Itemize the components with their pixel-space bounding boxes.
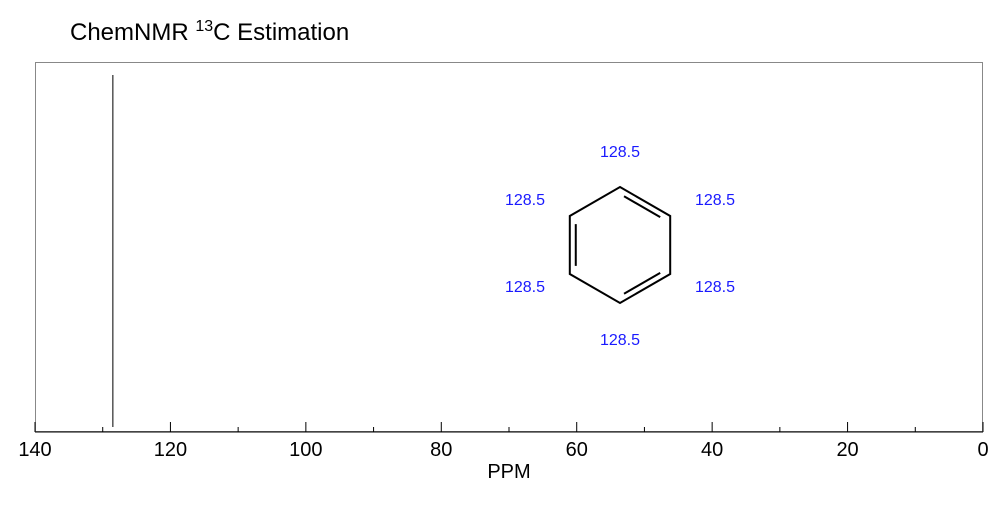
tick-label: 100 [289,439,322,461]
benzene-ring [570,187,670,303]
tick-label: 80 [430,439,452,461]
shift-label: 128.5 [695,192,735,209]
shift-label: 128.5 [600,144,640,161]
x-axis-label: PPM [487,461,530,483]
shift-label: 128.5 [505,192,545,209]
chart-svg: 0 20 40 60 80 100 120 140 PPM 128.5 128.5 128.5 128.… [0,0,1000,514]
shift-label: 128.5 [600,332,640,349]
shift-label: 128.5 [695,279,735,296]
tick-label: 20 [836,439,858,461]
tick-label: 0 [977,439,988,461]
shift-label: 128.5 [505,279,545,296]
tick-label: 120 [154,439,187,461]
tick-label: 60 [566,439,588,461]
tick-label: 40 [701,439,723,461]
tick-label: 140 [18,439,51,461]
